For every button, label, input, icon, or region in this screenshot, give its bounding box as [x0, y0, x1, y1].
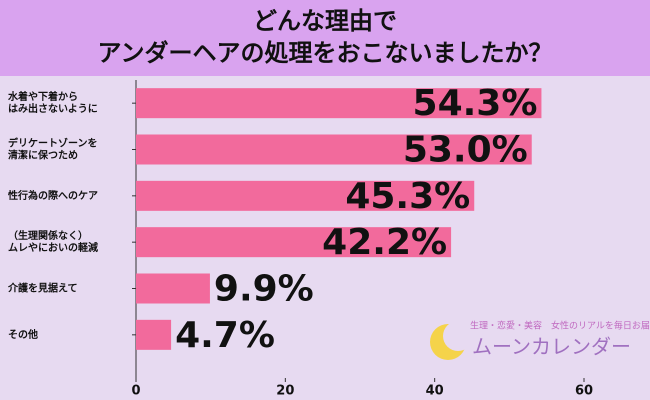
chart-title: どんな理由で [253, 7, 397, 35]
y-tick-label: その他 [8, 328, 38, 341]
x-tick-label: 0 [131, 384, 140, 399]
logo-moon-cut [443, 321, 473, 351]
y-tick-label: （生理関係なく）ムレやにおいの軽減 [8, 229, 98, 254]
title-band [0, 0, 650, 76]
bar [136, 180, 475, 211]
watermark-tagline: 生理・恋愛・美容 女性のリアルを毎日お届け♪ [470, 320, 650, 332]
value-label: 54.3% [413, 83, 538, 124]
value-label: 53.0% [403, 130, 528, 171]
value-label: 4.7% [175, 315, 275, 356]
x-tick-label: 40 [426, 384, 444, 399]
bar [136, 273, 210, 304]
bar [136, 319, 172, 350]
y-tick-label: 性行為の際へのケア [7, 189, 98, 202]
x-tick-label: 20 [276, 384, 294, 399]
chart-title: アンダーヘアの処理をおこないましたか？ [97, 39, 552, 67]
bar [136, 227, 452, 258]
y-tick-label: デリケートゾーンを清潔に保つため [8, 137, 98, 162]
value-label: 42.2% [322, 222, 447, 263]
y-tick-label: 介護を見据えて [7, 282, 78, 295]
watermark-brand: ムーンカレンダー [472, 335, 631, 359]
value-label: 45.3% [345, 176, 470, 217]
x-tick-label: 60 [575, 384, 593, 399]
watermark: 生理・恋愛・美容 女性のリアルを毎日お届け♪ ムーンカレンダー [430, 320, 650, 360]
value-label: 9.9% [214, 269, 314, 310]
y-tick-label: 水着や下着からはみ出さないように [7, 90, 98, 115]
bar [136, 88, 542, 119]
bar [136, 134, 532, 165]
